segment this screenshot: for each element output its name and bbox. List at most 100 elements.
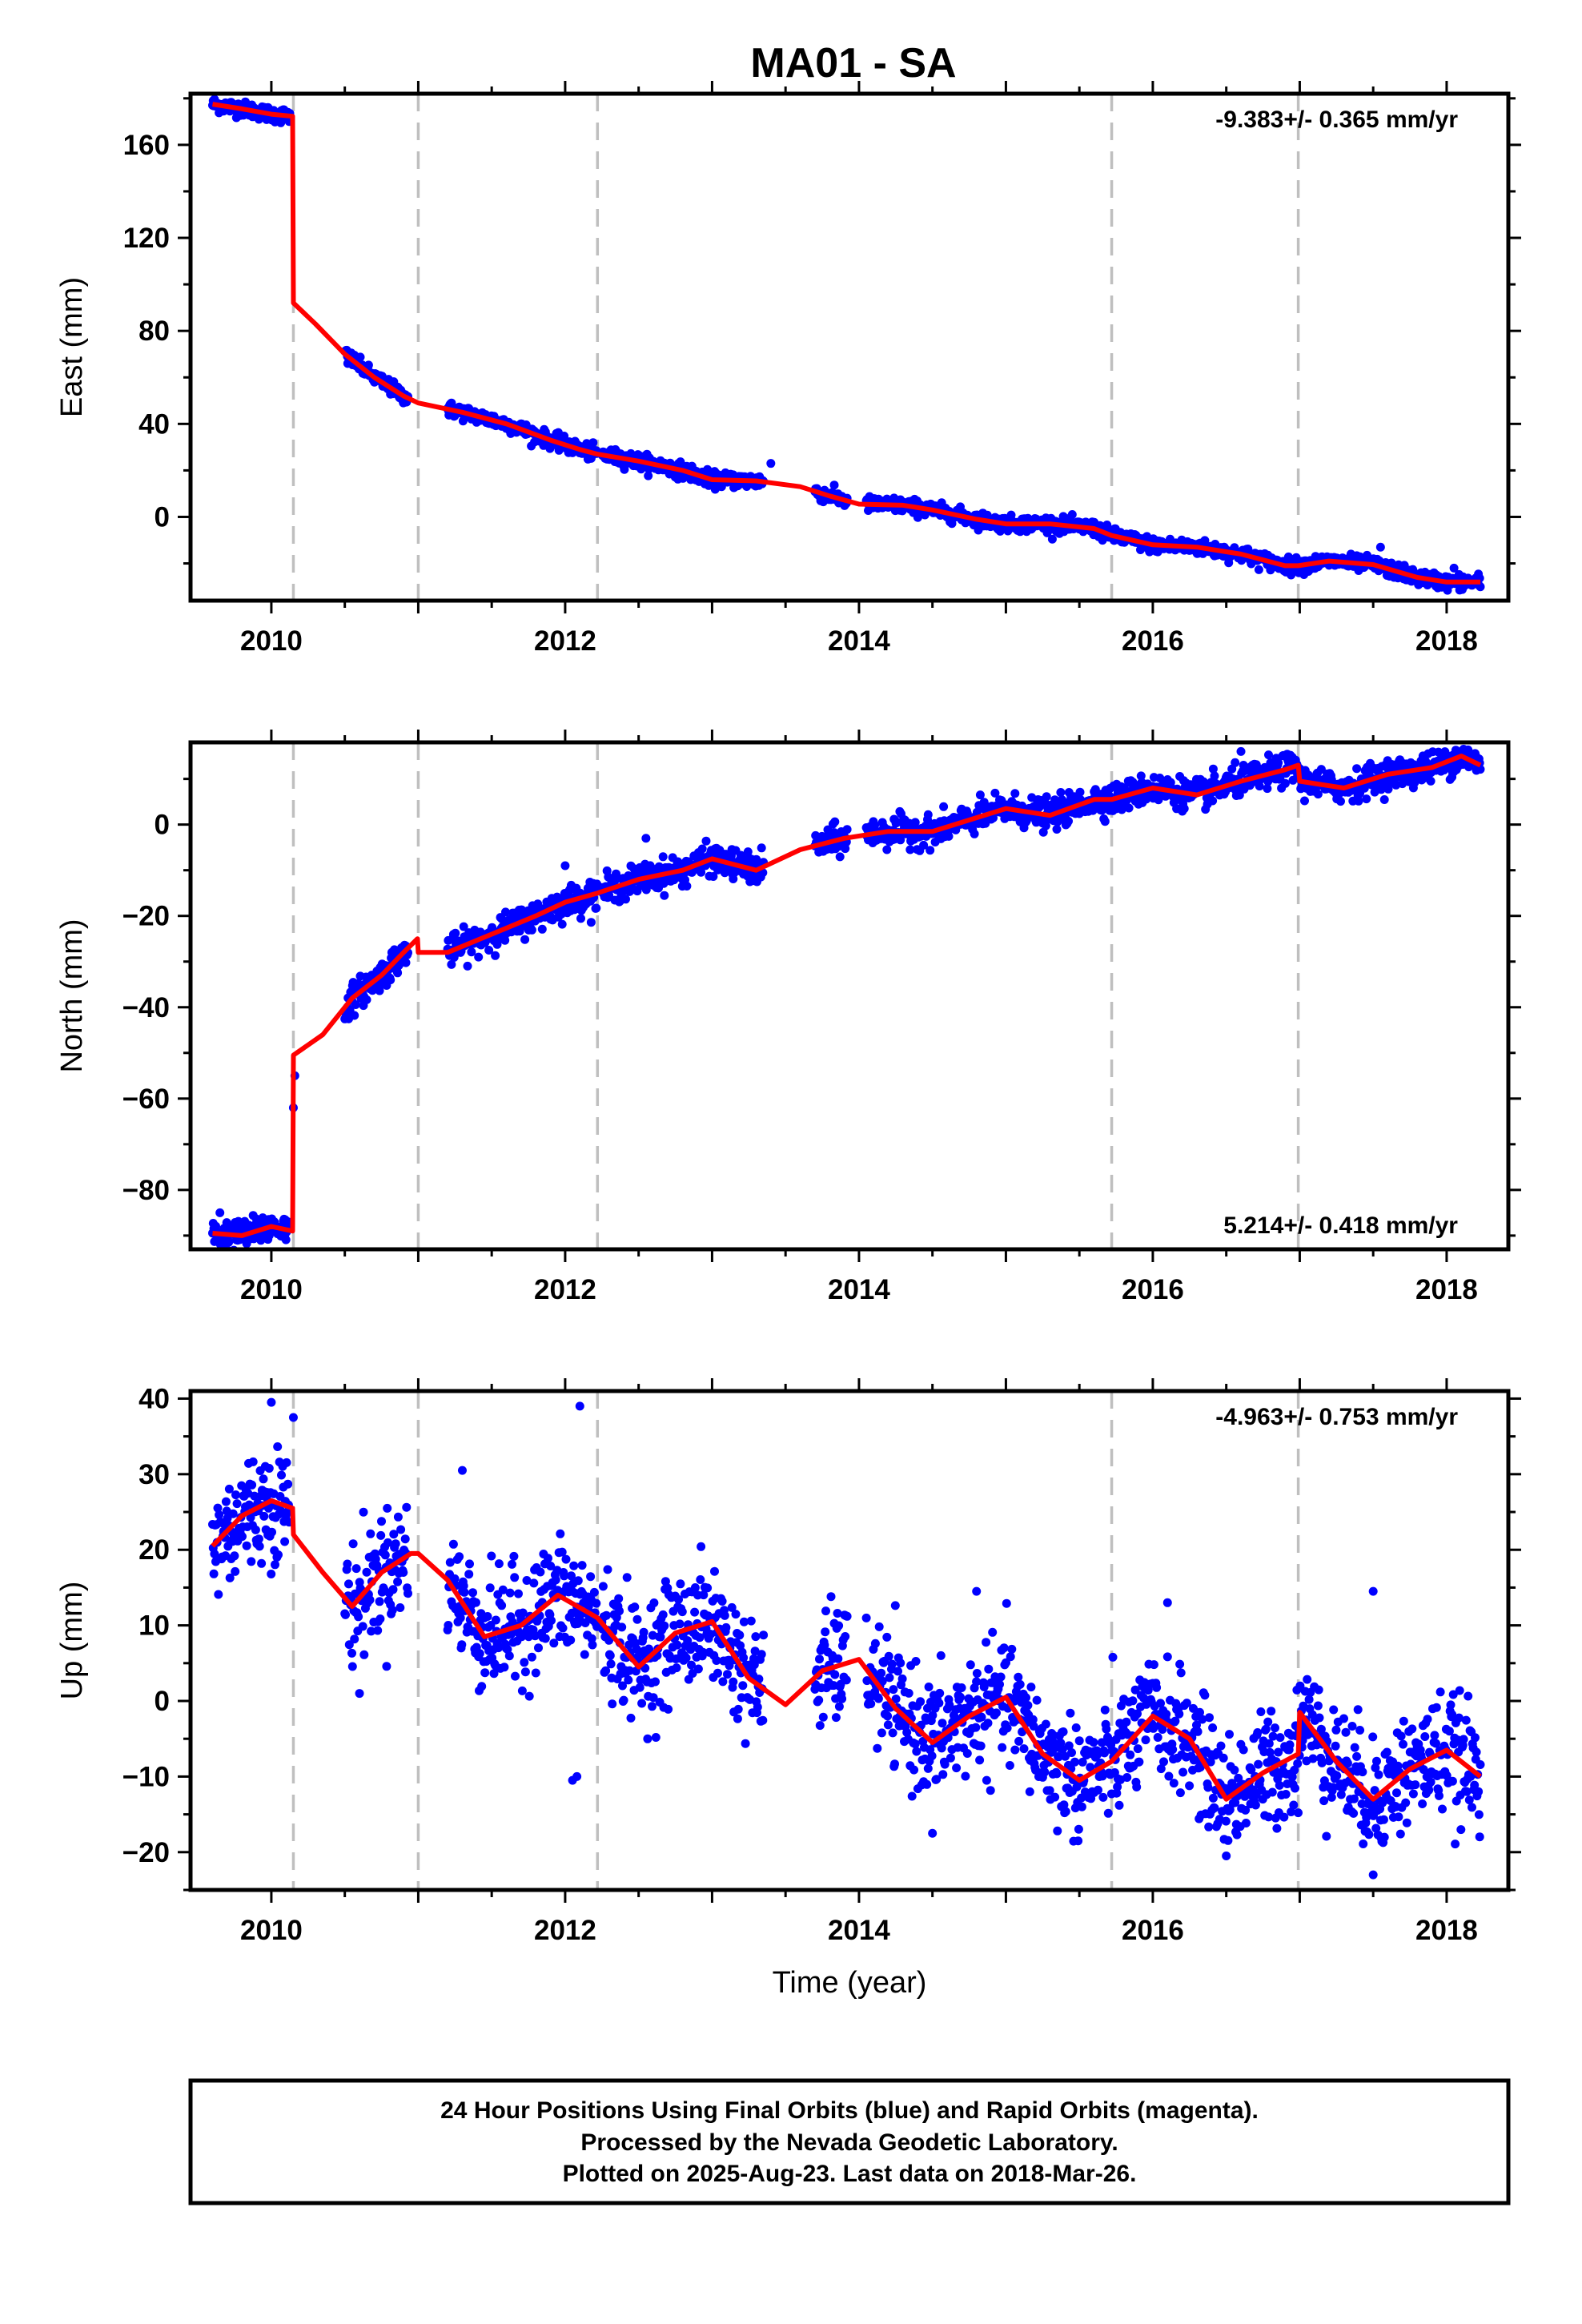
data-point — [658, 852, 668, 862]
data-point — [1271, 1723, 1279, 1733]
data-point — [1066, 1708, 1075, 1718]
data-point — [861, 1613, 871, 1622]
data-point — [1231, 1798, 1240, 1807]
data-point — [549, 1638, 559, 1648]
velocity-annotation: -9.383+/- 0.365 mm/yr — [1215, 107, 1458, 133]
data-point — [1426, 776, 1435, 786]
data-point — [363, 360, 373, 370]
data-point — [922, 1779, 932, 1789]
data-point — [459, 922, 468, 931]
data-point — [723, 1670, 732, 1679]
data-point — [741, 1739, 750, 1748]
data-point — [341, 1610, 350, 1619]
data-point — [1265, 1747, 1275, 1757]
data-point — [912, 1747, 921, 1756]
data-point — [643, 1734, 652, 1743]
data-point — [1078, 1757, 1087, 1767]
data-point — [916, 1697, 926, 1707]
data-point — [500, 935, 510, 945]
data-point — [1255, 782, 1264, 791]
data-point — [945, 1700, 954, 1710]
data-point — [910, 818, 920, 827]
data-point — [1256, 1707, 1266, 1716]
data-point — [995, 1679, 1004, 1689]
data-point — [1077, 1802, 1086, 1811]
data-point — [674, 1594, 683, 1604]
data-point — [1122, 1773, 1132, 1782]
data-point — [224, 1484, 234, 1494]
data-point — [830, 817, 840, 826]
y-tick-label: 0 — [155, 810, 170, 841]
data-point — [480, 1668, 490, 1678]
data-point — [536, 1567, 545, 1577]
data-point — [1061, 1751, 1070, 1761]
data-point — [457, 1640, 467, 1650]
data-point — [962, 1749, 972, 1758]
data-point — [1133, 1709, 1142, 1719]
data-point — [952, 1763, 962, 1773]
y-tick-label: 120 — [123, 223, 170, 254]
data-point — [500, 1663, 509, 1672]
data-point — [990, 788, 1000, 798]
data-point — [1074, 1836, 1083, 1846]
data-point — [1234, 1773, 1243, 1783]
y-axis-label: North (mm) — [55, 919, 89, 1072]
data-point — [1041, 821, 1050, 830]
data-point — [841, 1675, 851, 1685]
data-point — [1352, 764, 1362, 774]
data-point — [676, 1579, 685, 1589]
data-point — [735, 1630, 745, 1640]
data-point — [727, 1602, 737, 1612]
data-point — [1122, 1717, 1131, 1727]
data-point — [693, 1664, 703, 1674]
y-tick-label: 40 — [139, 408, 170, 440]
data-point — [215, 1510, 224, 1520]
data-point — [896, 1659, 905, 1668]
data-point — [1116, 1701, 1126, 1711]
data-point — [746, 1616, 756, 1626]
data-point — [463, 961, 472, 971]
data-point — [375, 1614, 385, 1623]
data-point — [873, 1743, 882, 1753]
data-point — [1221, 1816, 1231, 1826]
data-point — [986, 1786, 995, 1795]
data-point — [1241, 1819, 1251, 1827]
y-tick-label: 160 — [123, 130, 170, 161]
data-point — [592, 903, 601, 913]
data-point — [517, 1686, 527, 1695]
data-point — [1102, 1724, 1111, 1734]
data-point — [1476, 765, 1485, 774]
data-point — [932, 1775, 942, 1784]
data-point — [1225, 1805, 1235, 1815]
data-point — [487, 1551, 496, 1561]
data-point — [494, 1643, 504, 1653]
data-point — [682, 882, 692, 891]
data-point — [373, 1626, 383, 1635]
data-point — [618, 1681, 627, 1691]
data-point — [569, 1561, 579, 1570]
plot-frame — [188, 740, 1511, 1252]
data-point — [1156, 1699, 1165, 1708]
data-point — [934, 1699, 944, 1708]
data-point — [1050, 1792, 1060, 1802]
data-point — [1195, 1707, 1204, 1717]
data-point — [557, 1547, 567, 1557]
data-point — [988, 1627, 998, 1637]
data-point — [1410, 778, 1419, 787]
outlier-point — [1236, 746, 1246, 756]
data-point — [259, 1511, 269, 1521]
outlier-point — [1375, 542, 1385, 552]
data-point — [508, 1559, 516, 1569]
data-point — [814, 1695, 824, 1705]
data-point — [477, 1682, 487, 1691]
data-point — [996, 1672, 1006, 1682]
data-point — [365, 1595, 375, 1605]
data-point — [1108, 1652, 1118, 1662]
data-point — [632, 1614, 642, 1624]
data-point — [1192, 1720, 1201, 1730]
data-point — [1045, 1786, 1054, 1795]
data-point — [841, 1632, 850, 1641]
data-point — [935, 1688, 945, 1698]
data-point — [815, 1655, 824, 1664]
data-point — [557, 919, 567, 929]
